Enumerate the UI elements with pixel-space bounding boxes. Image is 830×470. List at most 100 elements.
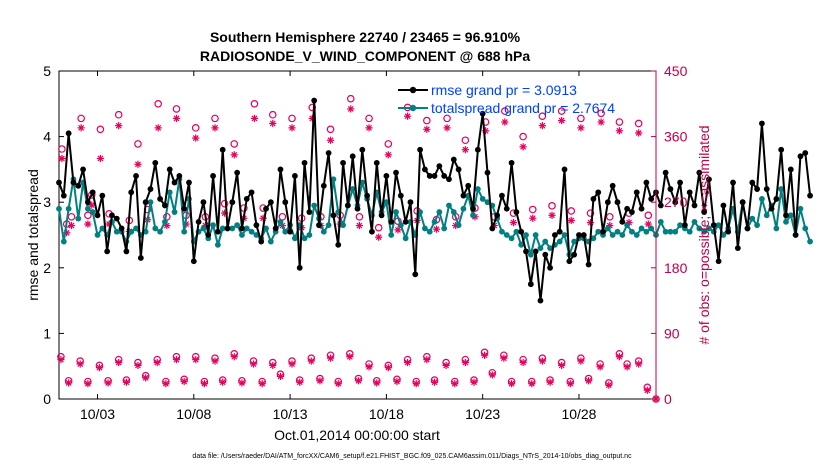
- totalspread-point-56: [325, 222, 332, 229]
- obs-bottom-assimilated-marker-5-stroke-3: [105, 380, 112, 386]
- rmse-point-122: [643, 179, 650, 186]
- obs-bottom-assimilated-marker-44-stroke-3: [481, 352, 488, 359]
- rmse-point-77: [426, 173, 433, 179]
- totalspread-point-149: [773, 225, 780, 232]
- obs-bottom-assimilated-marker-33: [373, 379, 381, 387]
- rmse-point-154: [797, 153, 804, 160]
- totalspread-point-121: [638, 225, 645, 232]
- totalspread-point-97: [523, 232, 529, 238]
- legend-rmse-label: rmse grand pr = 3.0913: [431, 82, 577, 98]
- x-tick-label-2: 10/13: [273, 406, 308, 422]
- obs-possible-marker-6: [96, 125, 105, 134]
- obs-assimilated-marker-51-stroke-3: [529, 215, 536, 222]
- obs-assimilated-marker-16: [192, 134, 200, 142]
- rmse-point-23: [166, 166, 173, 173]
- obs-bottom-assimilated-marker-57: [605, 381, 613, 389]
- totalspread-point-72: [402, 235, 409, 242]
- rmse-point-74: [412, 271, 419, 278]
- obs-possible-marker-34: [365, 114, 373, 123]
- obs-possible-marker-0: [58, 145, 66, 153]
- obs-assimilated-marker-35-stroke-3: [375, 234, 382, 241]
- obs-assimilated-marker-20: [230, 151, 238, 159]
- totalspread-point-0: [56, 205, 62, 212]
- totalspread-point-16: [133, 225, 139, 232]
- totalspread-point-23: [166, 189, 173, 196]
- obs-assimilated-marker-34: [365, 124, 373, 132]
- obs-assimilated-marker-24-stroke-3: [269, 120, 276, 127]
- totalspread-point-53: [311, 202, 318, 209]
- obs-bottom-assimilated-marker-21-stroke-3: [259, 380, 266, 387]
- rmse-point-5: [80, 166, 86, 173]
- rmse-point-98: [527, 281, 534, 288]
- rmse-point-95: [513, 209, 520, 215]
- obs-assimilated-marker-36-stroke-3: [385, 151, 392, 158]
- obs-assimilated-marker-3-stroke-3: [78, 124, 85, 131]
- obs-assimilated-marker-54-stroke-3: [558, 117, 565, 124]
- rmse-point-9: [99, 192, 106, 199]
- totalspread-point-1: [60, 238, 67, 245]
- obs-possible-marker-10: [134, 140, 142, 148]
- totalspread-point-6: [84, 205, 91, 212]
- obs-bottom-assimilated-marker-3: [84, 380, 92, 388]
- obs-bottom-assimilated-marker-23: [276, 372, 285, 381]
- rmse-point-86: [470, 205, 476, 212]
- rmse-point-54: [316, 222, 322, 229]
- obs-possible-marker-50: [519, 132, 527, 141]
- totalspread-point-98: [527, 251, 534, 258]
- obs-assimilated-marker-10: [134, 160, 142, 168]
- totalspread-point-68: [383, 199, 390, 206]
- rmse-point-145: [754, 186, 761, 192]
- totalspread-point-47: [282, 228, 289, 235]
- rmse-point-66: [373, 159, 380, 166]
- y-right-tick-label-0: 0: [664, 391, 672, 407]
- data-file-footer: data file: /Users/raeder/DAI/ATM_forcXX/…: [192, 453, 632, 460]
- rmse-point-97: [523, 248, 529, 255]
- obs-bottom-assimilated-marker-52-stroke-3: [558, 362, 565, 369]
- y-left-tick-label-3: 3: [43, 194, 51, 210]
- obs-possible-marker-22: [250, 100, 259, 108]
- rmse-point-72: [402, 218, 409, 225]
- totalspread-point-146: [759, 196, 765, 202]
- obs-bottom-assimilated-marker-9: [142, 374, 150, 382]
- legend-rmse-marker: [409, 86, 417, 94]
- rmse-point-68: [383, 173, 390, 179]
- obs-bottom-assimilated-marker-32: [365, 363, 373, 371]
- rmse-point-14: [123, 248, 130, 255]
- y-left-tick-label-5: 5: [43, 63, 51, 79]
- obs-bottom-assimilated-marker-29-stroke-3: [335, 380, 342, 387]
- obs-possible-marker-16: [191, 124, 200, 132]
- obs-assimilated-marker-41-stroke-3: [433, 226, 440, 233]
- rmse-point-148: [768, 205, 775, 212]
- totalspread-point-152: [787, 212, 794, 219]
- totalspread-point-95: [513, 228, 520, 235]
- obs-possible-marker-44: [461, 136, 470, 145]
- rmse-point-151: [783, 212, 789, 219]
- totalspread-point-83: [455, 222, 462, 229]
- rmse-point-26: [181, 205, 188, 212]
- obs-assimilated-marker-59: [606, 221, 614, 230]
- rmse-point-51: [301, 159, 308, 166]
- obs-bottom-assimilated-marker-14-stroke-3: [192, 356, 199, 363]
- obs-bottom-assimilated-marker-1: [65, 379, 73, 387]
- obs-bottom-assimilated-marker-8: [134, 361, 142, 370]
- y-left-tick-label-0: 0: [43, 391, 51, 407]
- rmse-point-34: [219, 146, 226, 153]
- obs-bottom-assimilated-marker-52: [558, 361, 566, 370]
- rmse-point-19: [147, 186, 154, 192]
- rmse-point-135: [706, 176, 712, 183]
- totalspread-point-134: [701, 228, 708, 235]
- totalspread-point-104: [556, 238, 563, 245]
- obs-possible-marker-36: [384, 140, 393, 148]
- rmse-point-36: [229, 199, 236, 206]
- y-axis-left-ticks: 0 1 2 3 4 5: [43, 63, 64, 407]
- totalspread-point-82: [450, 209, 457, 215]
- obs-assimilated-marker-55: [567, 216, 575, 225]
- obs-assimilated-marker-60-stroke-3: [616, 127, 623, 134]
- totalspread-point-44: [267, 238, 274, 245]
- x-tick-label-4: 10/23: [465, 406, 500, 422]
- obs-bottom-assimilated-marker-30: [346, 353, 354, 361]
- rmse-series: [56, 97, 813, 304]
- rmse-point-104: [556, 228, 563, 235]
- totalspread-point-33: [214, 241, 221, 248]
- obs-bottom-assimilated-marker-3-stroke-3: [84, 380, 91, 387]
